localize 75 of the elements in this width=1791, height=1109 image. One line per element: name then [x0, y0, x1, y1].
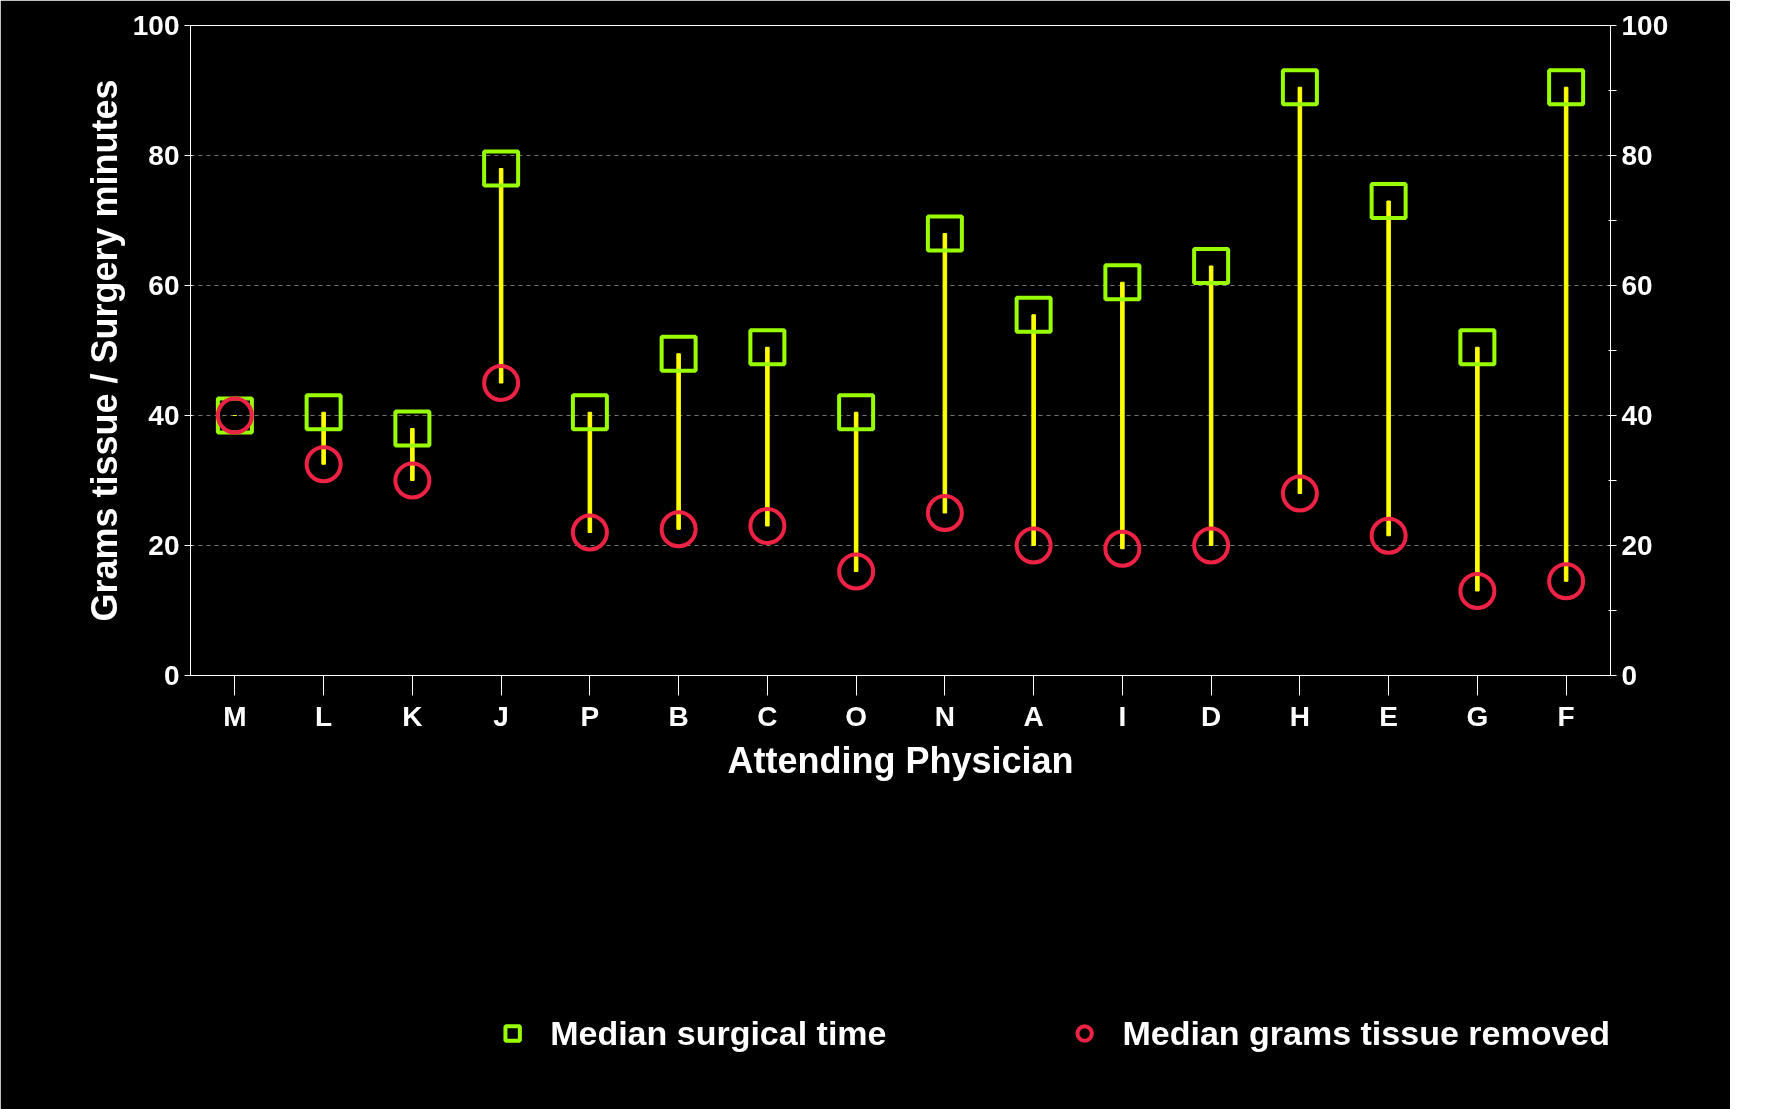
- point: [837, 552, 876, 591]
- bar: [676, 353, 681, 530]
- y-axis-title: Grams tissue / Surgery minutes: [83, 79, 125, 622]
- x-tick-label: M: [223, 700, 247, 732]
- point: [925, 214, 964, 253]
- y-tick-label: 100: [132, 10, 180, 41]
- y-tick-label: 20: [148, 530, 180, 561]
- point: [393, 461, 432, 500]
- legend-label: Median surgical time: [550, 1013, 887, 1053]
- x-tick-label: G: [1466, 700, 1489, 732]
- point: [1369, 516, 1408, 555]
- x-tick-label: P: [580, 700, 600, 732]
- bar: [1120, 281, 1125, 550]
- x-tick-label: N: [934, 700, 955, 732]
- point: [1280, 68, 1319, 107]
- y2-tick-label: 20: [1621, 530, 1653, 561]
- bar: [587, 411, 593, 533]
- point: [1014, 295, 1053, 334]
- y-tick-label: 80: [148, 140, 180, 171]
- y2-tick-label: 0: [1621, 660, 1638, 691]
- point: [837, 393, 876, 432]
- point: [570, 513, 609, 552]
- x-tick-label: O: [845, 700, 868, 732]
- x-tick-label: L: [315, 700, 333, 732]
- bar: [765, 346, 770, 527]
- point: [1458, 328, 1497, 367]
- bar: [1563, 86, 1569, 582]
- x-tick-label: H: [1289, 700, 1310, 732]
- point: [925, 494, 964, 532]
- x-tick-label: C: [757, 700, 778, 732]
- bar: [1031, 314, 1036, 546]
- point: [393, 409, 432, 448]
- point: [748, 507, 787, 545]
- point: [1103, 263, 1142, 302]
- point: [748, 328, 787, 367]
- point: [570, 393, 609, 432]
- y2-tick-label: 100: [1621, 10, 1669, 41]
- bar: [942, 233, 948, 514]
- x-tick-label: A: [1023, 700, 1044, 732]
- point: [304, 445, 343, 484]
- point: [1547, 562, 1586, 601]
- point: [482, 149, 521, 188]
- point: [1014, 526, 1053, 565]
- x-tick-label: K: [402, 700, 423, 732]
- point: [1547, 68, 1586, 107]
- bar: [1386, 200, 1391, 537]
- x-tick-label: B: [668, 700, 689, 732]
- x-axis-title: Attending Physician: [727, 739, 1074, 781]
- bar: [1208, 265, 1214, 546]
- point: [1458, 572, 1497, 610]
- x-tick-label: I: [1118, 700, 1127, 732]
- y2-tick-label: 40: [1621, 400, 1653, 431]
- point: [1280, 474, 1319, 513]
- y-tick-label: 0: [163, 660, 180, 691]
- bar: [1475, 346, 1480, 592]
- point: [659, 510, 698, 549]
- point: [1369, 182, 1408, 220]
- x-tick-label: E: [1379, 700, 1398, 732]
- bar: [498, 168, 504, 384]
- point: [482, 364, 521, 402]
- y-tick-label: 40: [148, 400, 180, 431]
- point: [304, 393, 343, 432]
- y-tick-label: 60: [148, 270, 180, 301]
- point: [659, 334, 698, 373]
- point: [1192, 247, 1231, 285]
- y2-tick-label: 60: [1621, 270, 1653, 301]
- x-tick-label: J: [493, 700, 509, 732]
- x-tick-label: D: [1201, 700, 1222, 732]
- bar: [853, 411, 859, 572]
- y2-tick-label: 80: [1621, 140, 1653, 171]
- bar: [1297, 86, 1303, 494]
- point: [1103, 529, 1142, 568]
- legend-label: Median grams tissue removed: [1122, 1013, 1610, 1053]
- point: [1192, 526, 1231, 565]
- x-tick-label: F: [1557, 700, 1575, 732]
